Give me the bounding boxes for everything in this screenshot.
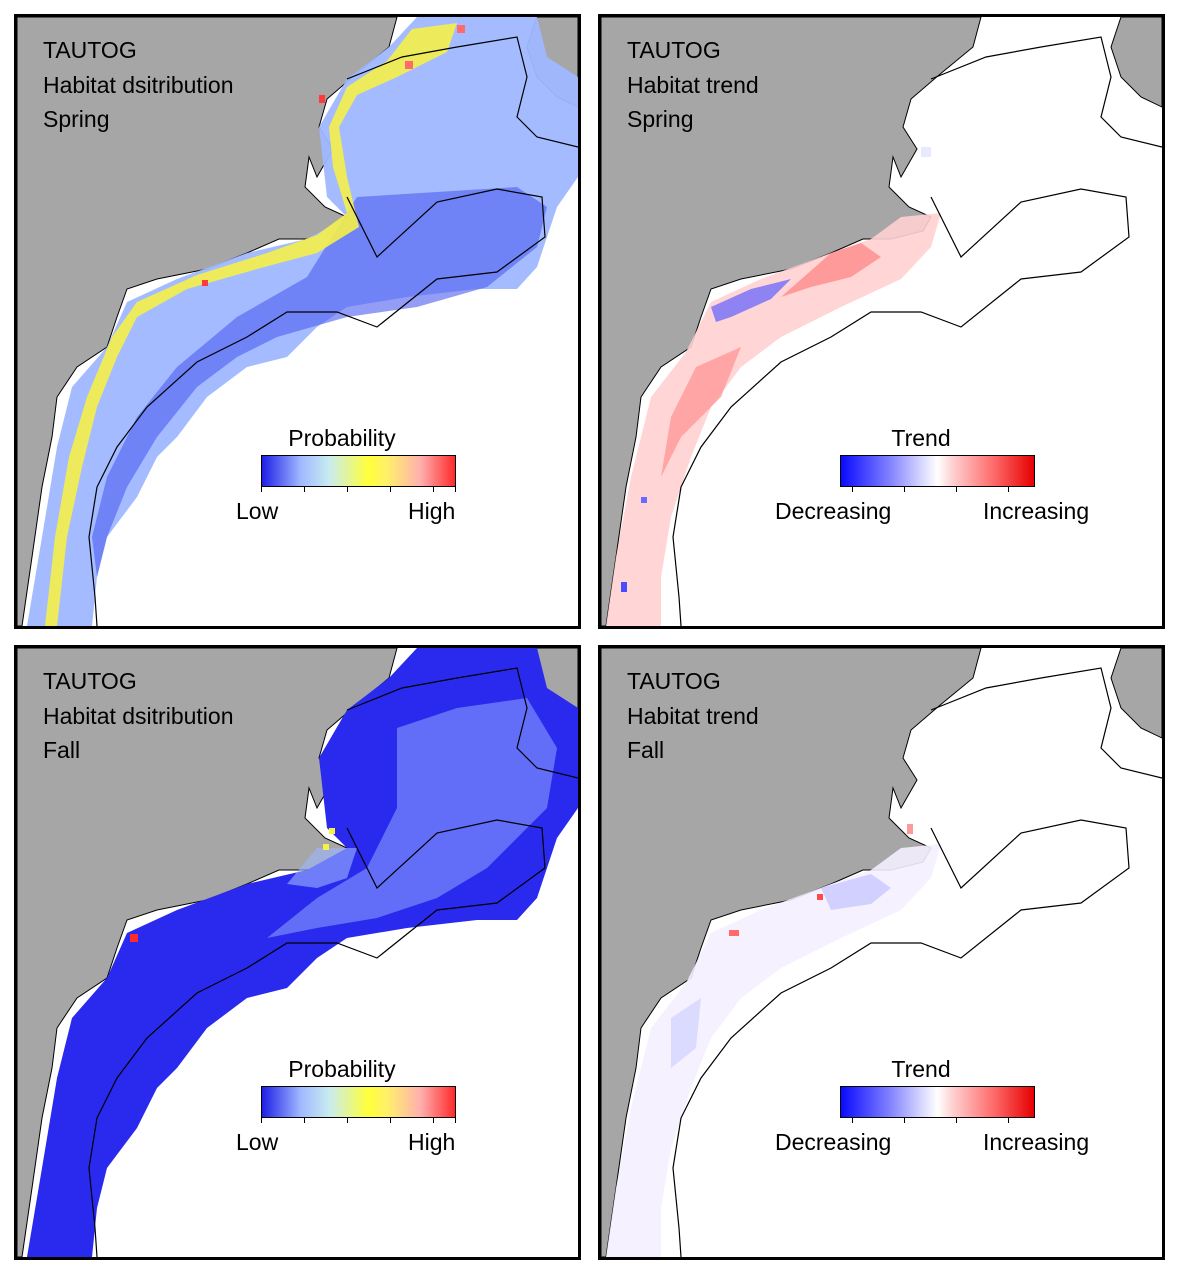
depth-contour xyxy=(88,188,546,626)
trend-cell xyxy=(817,894,823,900)
trend-cell xyxy=(729,930,739,936)
map-spring-distribution xyxy=(17,17,578,626)
trend-region-decreasing xyxy=(821,874,891,910)
panel-labels: TAUTOG Habitat trend Spring xyxy=(627,33,759,137)
season-label: Spring xyxy=(43,106,110,132)
hotspot-cell xyxy=(202,280,208,286)
panel-title: Habitat dsitribution xyxy=(43,71,234,98)
legend-low-label: Low xyxy=(236,498,279,524)
map-panel-fall-distribution: TAUTOG Habitat dsitribution Fall Probabi… xyxy=(14,645,581,1260)
trend-region-strong-increase xyxy=(781,243,881,297)
depth-contour xyxy=(346,667,578,779)
land-mass-northeast xyxy=(1110,648,1162,739)
legend-color-bar xyxy=(261,455,456,487)
legend-color-bar xyxy=(840,1086,1035,1118)
map-panel-spring-distribution: TAUTOG Habitat dsitribution Spring Proba… xyxy=(14,14,581,629)
panel-labels: TAUTOG Habitat trend Fall xyxy=(627,664,759,768)
land-mass xyxy=(17,17,398,626)
habitat-region-coastal-high xyxy=(45,23,457,626)
species-label: TAUTOG xyxy=(627,37,721,63)
season-label: Spring xyxy=(627,106,694,132)
season-label: Fall xyxy=(43,737,81,763)
depth-contour xyxy=(672,819,1130,1257)
map-panel-fall-trend: TAUTOG Habitat trend Fall Trend Decreasi… xyxy=(598,645,1165,1260)
depth-contour xyxy=(672,188,1130,626)
hotspot-cell xyxy=(329,828,335,834)
depth-contour xyxy=(88,819,546,1257)
legend-ticks xyxy=(261,1117,456,1123)
trend-cell xyxy=(921,147,931,157)
habitat-region-mid xyxy=(287,848,357,888)
legend-color-bar xyxy=(261,1086,456,1118)
species-label: TAUTOG xyxy=(43,37,137,63)
panel-labels: TAUTOG Habitat dsitribution Spring xyxy=(43,33,234,137)
trend-region-decreasing xyxy=(671,998,701,1068)
land-mass xyxy=(601,648,982,1257)
legend-title: Trend xyxy=(891,1056,951,1082)
habitat-region-mid xyxy=(267,698,557,938)
legend-high-label: Increasing xyxy=(983,498,1090,524)
hotspot-cell xyxy=(323,844,329,850)
map-panel-spring-trend: TAUTOG Habitat trend Spring Trend Decrea… xyxy=(598,14,1165,629)
land-mass-northeast xyxy=(1110,17,1162,108)
hotspot-cell xyxy=(130,934,138,942)
panel-title: Habitat dsitribution xyxy=(43,702,234,729)
legend-ticks xyxy=(840,1117,1035,1123)
map-spring-trend xyxy=(601,17,1162,626)
map-fall-trend xyxy=(601,648,1162,1257)
hotspot-cell xyxy=(319,95,325,103)
legend-high-label: High xyxy=(408,498,456,524)
hotspot-cell xyxy=(405,61,413,69)
legend-title: Probability xyxy=(288,425,396,451)
trend-cell xyxy=(907,824,913,834)
species-label: TAUTOG xyxy=(627,668,721,694)
legend-low-label: Low xyxy=(236,1129,279,1155)
land-mass xyxy=(17,648,398,1257)
legend-ticks xyxy=(840,486,1035,492)
panel-title: Habitat trend xyxy=(627,71,759,98)
species-label: TAUTOG xyxy=(43,668,137,694)
depth-contour xyxy=(930,667,1162,779)
trend-cell xyxy=(621,582,627,592)
legend-low-label: Decreasing xyxy=(775,1129,892,1155)
legend-high-label: Increasing xyxy=(983,1129,1090,1155)
habitat-region-deep xyxy=(92,187,547,577)
legend-low-label: Decreasing xyxy=(775,498,892,524)
legend-title: Trend xyxy=(891,425,951,451)
legend-title: Probability xyxy=(288,1056,396,1082)
legend-color-bar xyxy=(840,455,1035,487)
depth-contour xyxy=(930,36,1162,148)
map-fall-distribution xyxy=(17,648,578,1257)
panel-labels: TAUTOG Habitat dsitribution Fall xyxy=(43,664,234,768)
depth-contour xyxy=(346,36,578,148)
legend-ticks xyxy=(261,486,456,492)
trend-cell xyxy=(641,497,647,503)
legend-high-label: High xyxy=(408,1129,456,1155)
season-label: Fall xyxy=(627,737,665,763)
panel-title: Habitat trend xyxy=(627,702,759,729)
land-mass xyxy=(601,17,982,626)
trend-region-decreasing xyxy=(711,279,791,322)
trend-region-strong-increase xyxy=(661,347,741,477)
hotspot-cell xyxy=(457,25,465,33)
